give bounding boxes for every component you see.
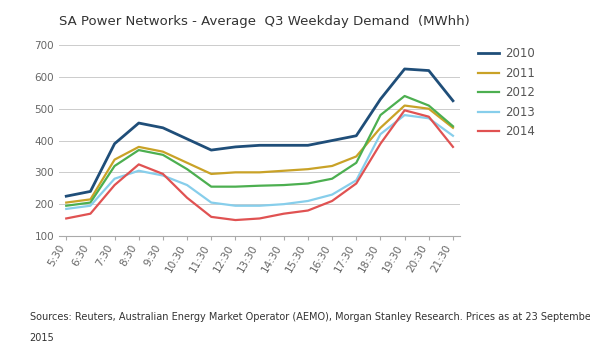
2011: [111, 158, 118, 162]
2011: [425, 107, 432, 111]
2013: [87, 204, 94, 208]
2014: [353, 181, 360, 186]
2012: [401, 94, 408, 98]
2010: [450, 99, 457, 103]
2014: [401, 108, 408, 112]
2010: [329, 138, 336, 143]
2011: [280, 169, 287, 173]
2014: [304, 209, 312, 213]
2011: [87, 197, 94, 202]
2014: [111, 183, 118, 187]
2011: [63, 201, 70, 205]
2014: [87, 212, 94, 216]
2014: [183, 196, 191, 200]
2012: [280, 183, 287, 187]
2010: [353, 134, 360, 138]
2012: [159, 153, 166, 157]
2014: [329, 199, 336, 203]
2012: [425, 103, 432, 108]
2010: [304, 143, 312, 147]
2013: [159, 174, 166, 178]
2012: [183, 167, 191, 171]
2011: [353, 154, 360, 159]
2010: [135, 121, 142, 125]
2012: [87, 201, 94, 205]
2011: [329, 164, 336, 168]
2012: [377, 113, 384, 117]
Line: 2011: 2011: [66, 105, 453, 203]
2013: [353, 178, 360, 183]
2014: [377, 142, 384, 146]
2010: [377, 97, 384, 101]
2013: [135, 169, 142, 173]
2010: [159, 126, 166, 130]
2011: [450, 126, 457, 130]
2014: [159, 172, 166, 176]
2012: [208, 185, 215, 189]
2012: [304, 181, 312, 186]
2011: [208, 172, 215, 176]
2013: [450, 134, 457, 138]
2014: [232, 218, 239, 222]
2010: [232, 145, 239, 149]
2014: [425, 115, 432, 119]
2012: [353, 161, 360, 165]
2012: [111, 164, 118, 168]
2013: [63, 207, 70, 211]
Text: 2015: 2015: [30, 333, 54, 343]
2011: [256, 170, 263, 175]
2010: [87, 189, 94, 194]
Text: SA Power Networks - Average  Q3 Weekday Demand  (MWhh): SA Power Networks - Average Q3 Weekday D…: [59, 15, 470, 28]
2013: [425, 116, 432, 120]
2010: [183, 137, 191, 141]
2012: [450, 124, 457, 128]
Text: Sources: Reuters, Australian Energy Market Operator (AEMO), Morgan Stanley Resea: Sources: Reuters, Australian Energy Mark…: [30, 312, 590, 322]
Line: 2013: 2013: [66, 115, 453, 209]
Line: 2012: 2012: [66, 96, 453, 206]
2012: [232, 185, 239, 189]
2010: [208, 148, 215, 152]
2014: [450, 145, 457, 149]
2012: [256, 184, 263, 188]
2010: [256, 143, 263, 147]
2011: [183, 161, 191, 165]
2013: [377, 132, 384, 136]
2013: [304, 199, 312, 203]
2013: [183, 183, 191, 187]
2014: [280, 212, 287, 216]
2013: [329, 193, 336, 197]
2010: [280, 143, 287, 147]
2014: [63, 217, 70, 221]
2013: [232, 204, 239, 208]
2010: [425, 68, 432, 73]
2013: [401, 113, 408, 117]
2014: [256, 217, 263, 221]
2011: [232, 170, 239, 175]
2010: [111, 142, 118, 146]
2011: [135, 145, 142, 149]
2013: [256, 204, 263, 208]
2012: [329, 177, 336, 181]
Line: 2010: 2010: [66, 69, 453, 196]
2014: [208, 215, 215, 219]
2011: [377, 126, 384, 130]
Line: 2014: 2014: [66, 110, 453, 220]
2013: [280, 202, 287, 206]
2012: [135, 148, 142, 152]
2013: [111, 177, 118, 181]
2012: [63, 204, 70, 208]
2011: [304, 167, 312, 171]
2011: [401, 103, 408, 108]
2010: [63, 194, 70, 198]
2014: [135, 162, 142, 167]
Legend: 2010, 2011, 2012, 2013, 2014: 2010, 2011, 2012, 2013, 2014: [478, 47, 535, 138]
2011: [159, 150, 166, 154]
2010: [401, 67, 408, 71]
2013: [208, 201, 215, 205]
